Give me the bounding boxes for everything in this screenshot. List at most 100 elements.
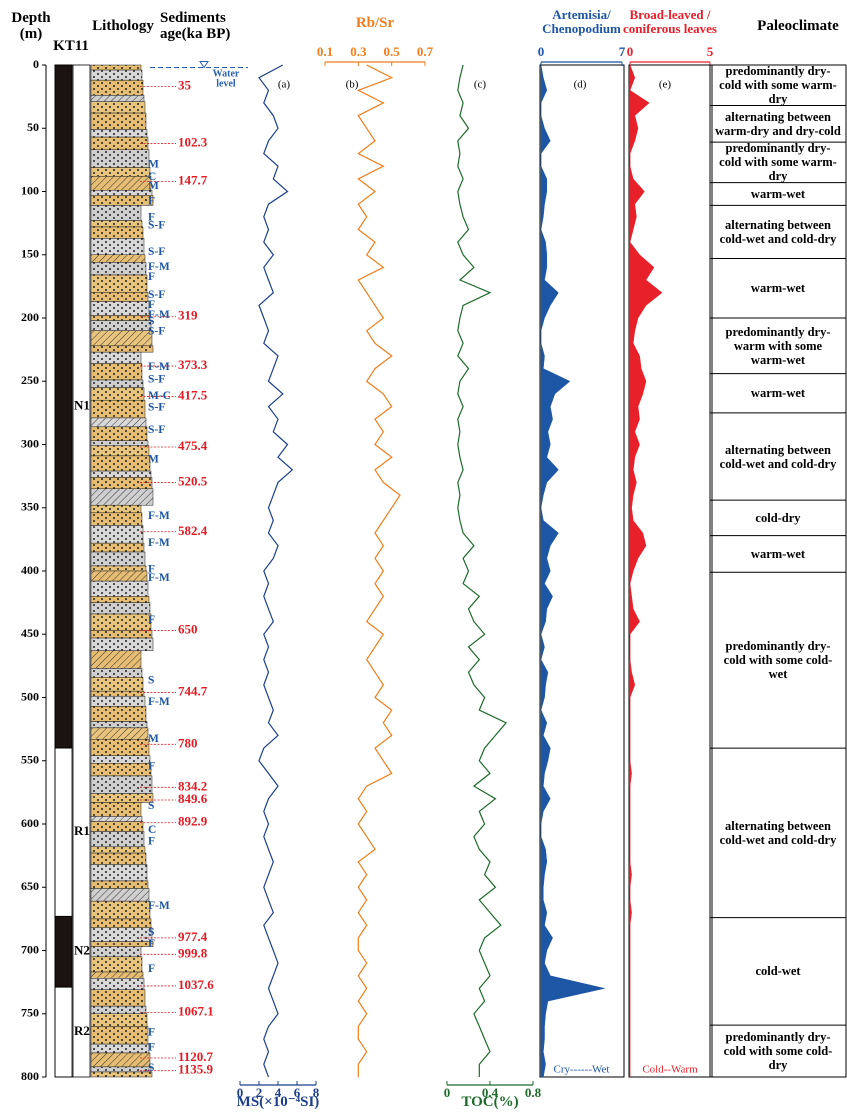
x-tick-label: 0.1 (317, 44, 333, 59)
lithology-texture (91, 889, 149, 902)
x-tick-label: 0.3 (350, 44, 367, 59)
series-title: Rb/Sr (315, 16, 435, 30)
y-tick-label: 700 (21, 942, 39, 956)
lithology-texture (91, 794, 153, 803)
panel-frame (540, 65, 624, 1077)
lithology-texture (91, 302, 149, 316)
grain-size-label: S-F (148, 401, 165, 413)
grain-size-label: M (148, 453, 159, 465)
unit-label: N2 (74, 943, 90, 958)
age-label: 475.4 (178, 438, 208, 453)
y-tick-label: 300 (21, 436, 39, 450)
lithology-texture (91, 489, 153, 505)
log-curve (458, 65, 506, 1077)
lithology-texture (91, 978, 144, 989)
x-tick-label: 0 (627, 44, 634, 59)
grain-size-label: F-M (148, 537, 170, 549)
series-title: TOC(%) (430, 1094, 550, 1110)
page: {"chart_data": { "type": "well-log", "de… (0, 0, 847, 1115)
lithology-texture (91, 113, 146, 129)
paleoclimate-zone: predominantly dry-cold with some warm-dr… (711, 142, 845, 182)
grain-size-label: M (148, 180, 159, 192)
lithology-texture (91, 1006, 146, 1014)
lithology-texture (91, 990, 145, 1006)
grain-size-label: S-F (148, 219, 165, 231)
grain-size-label: S (148, 926, 154, 938)
panel-letter: (d) (574, 79, 587, 91)
panel-letter: (c) (474, 79, 487, 91)
paleoclimate-zone: cold-dry (711, 500, 845, 535)
age-label: 650 (178, 621, 198, 636)
paleoclimate-zone: predominantly dry-warm with some warm-we… (711, 318, 845, 374)
lithology-texture (91, 167, 150, 176)
y-tick-label: 0 (33, 57, 39, 71)
unit-bar (55, 65, 72, 748)
paleoclimate-zone: warm-wet (711, 374, 845, 413)
lithology-texture (91, 205, 141, 220)
lithology-texture (91, 821, 143, 831)
grain-size-label: F (148, 614, 155, 626)
paleoclimate-zone: alternating between cold-wet and cold-dr… (711, 205, 845, 258)
lithology-texture (91, 802, 141, 816)
lithology-texture (91, 195, 153, 205)
paleoclimate-zone: alternating between cold-wet and cold-dr… (711, 413, 845, 500)
lithology-texture (91, 130, 147, 138)
log-curve (358, 65, 400, 1077)
lithology-texture (91, 400, 145, 418)
lithology-texture (91, 293, 148, 302)
x-tick-label: 0.5 (384, 44, 401, 59)
lithology-texture (91, 816, 142, 821)
age-label: 520.5 (178, 473, 208, 488)
lithology-texture (91, 972, 143, 978)
lithology-texture (91, 928, 152, 942)
paleoclimate-zone: alternating between warm-dry and dry-col… (711, 105, 845, 142)
paleoclimate-zone: warm-wet (711, 536, 845, 573)
lithology-texture (91, 596, 149, 602)
lithology-texture (91, 691, 144, 696)
age-label: 35 (178, 77, 192, 92)
grain-size-label: F (148, 835, 155, 847)
panel-note: Cold--Warm (642, 1064, 698, 1076)
lithology-texture (91, 388, 144, 401)
lithology-texture (91, 505, 141, 513)
lithology-texture (91, 102, 145, 113)
age-label: 417.5 (178, 387, 208, 402)
age-label: 582.4 (178, 523, 208, 538)
age-label: 373.3 (178, 357, 208, 372)
lithology-texture (91, 668, 142, 677)
lithology-texture (91, 853, 146, 864)
y-tick-label: 550 (21, 753, 39, 767)
grain-size-label: C (148, 824, 156, 836)
grain-size-label: S (148, 800, 154, 812)
grain-size-label: F-M (148, 696, 170, 708)
unit-label: N1 (74, 398, 90, 413)
age-label: 1135.9 (178, 1062, 214, 1077)
lithology-texture (91, 947, 141, 957)
water-level-marker (200, 62, 208, 68)
y-tick-label: 600 (21, 816, 39, 830)
water-level-label: Waterlevel (213, 69, 240, 90)
lithology-texture (91, 847, 145, 853)
lithology-texture (91, 763, 151, 776)
lithology-texture (91, 603, 150, 614)
y-tick-label: 400 (21, 563, 39, 577)
grain-size-label: F (148, 761, 155, 773)
grain-size-label: F (148, 195, 155, 207)
y-tick-label: 500 (21, 689, 39, 703)
y-tick-label: 50 (27, 120, 39, 134)
lithology-texture (91, 315, 150, 320)
lithology-texture (91, 364, 142, 380)
panel-frame (629, 65, 712, 1077)
x-tick-label: 0.7 (417, 44, 434, 59)
paleoclimate-zone: predominantly dry-cold with some warm-dr… (711, 65, 845, 105)
lithology-texture (91, 832, 144, 847)
y-tick-label: 800 (21, 1069, 39, 1083)
series-title: Broad-leaved / coniferous leaves (610, 8, 730, 36)
lithology-texture (91, 677, 143, 691)
grain-size-label: F (148, 1042, 155, 1054)
paleoclimate-title: Paleoclimate (748, 18, 847, 34)
paleoclimate-zone: predominantly dry-cold with some cold-we… (711, 572, 845, 748)
lithology-texture (91, 275, 147, 293)
age-label: 147.7 (178, 172, 208, 187)
grain-size-label: S-F (148, 424, 165, 436)
